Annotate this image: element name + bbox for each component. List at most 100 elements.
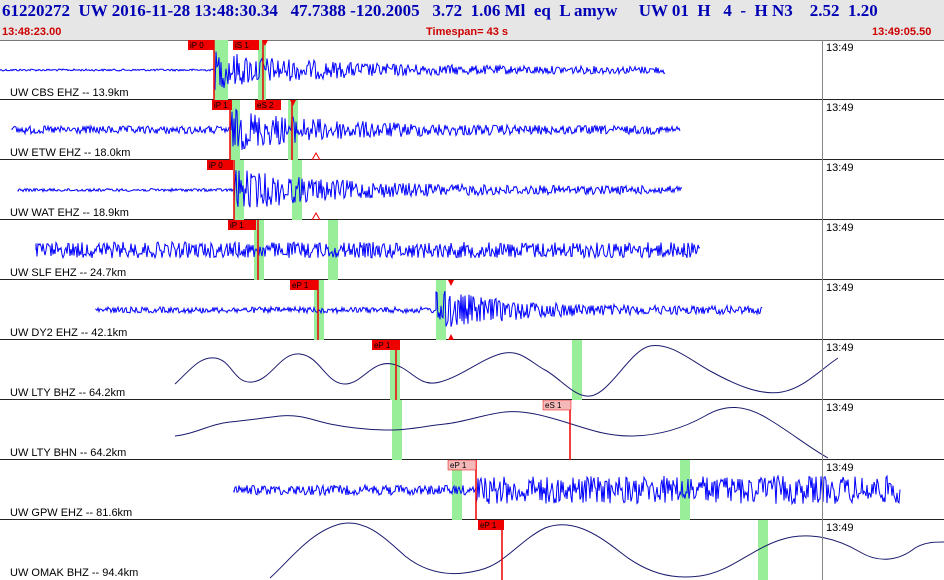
station-label: UW CBS EHZ -- 13.9km [10,87,129,99]
time-tick [822,340,823,400]
minute-label: 13:49 [826,342,854,354]
pick-window [328,220,338,280]
waveform-trace [11,124,231,136]
pick-marker [448,280,454,286]
trace-panel[interactable]: iP 0 iS 1 13:49 UW CBS EHZ -- 13.9km [0,40,944,100]
pick-label: iP 0 [190,41,204,50]
pick-flag [188,40,214,50]
waveform-canvas[interactable]: eP 1 [0,520,944,580]
pick-window [680,460,690,520]
time-tick [822,220,823,280]
pick-window [258,40,266,100]
time-tick [822,280,823,340]
pick-window [390,340,400,400]
time-tick [822,160,823,220]
trace-panel[interactable]: eP 1 13:49 UW LTY BHZ -- 64.2km [0,340,944,400]
waveform-trace [269,522,944,579]
waveform-trace [174,406,829,459]
trace-panel[interactable]: eP 1 13:49 UW GPW EHZ -- 81.6km [0,460,944,520]
pick-label: eP 1 [450,461,467,470]
waveform-canvas[interactable]: eP 1 [0,280,944,340]
minute-label: 13:49 [826,462,854,474]
pick-label: eP 1 [374,341,391,350]
pick-window [758,520,768,580]
waveform-trace [0,68,214,72]
waveform-canvas[interactable]: eP 1 [0,340,944,400]
pick-flag [447,460,477,471]
pick-flag [207,160,233,170]
pick-flag [228,220,256,230]
pick-window [288,100,298,160]
minute-label: 13:49 [826,42,854,54]
event-summary: 61220272 UW 2016-11-28 13:48:30.34 47.73… [2,1,878,20]
pick-label: eP 1 [292,281,309,290]
trace-panel[interactable]: eP 1 13:49 UW DY2 EHZ -- 42.1km [0,280,944,340]
pick-marker [262,40,268,46]
time-tick [822,100,823,160]
pick-window [254,220,264,280]
pick-window [292,160,302,220]
event-header: 61220272 UW 2016-11-28 13:48:30.34 47.73… [0,0,944,41]
waveform-canvas[interactable]: iP 0 [0,160,944,220]
waveform-trace [174,344,839,397]
pick-flag [233,40,259,50]
waveform-canvas[interactable]: iP 1 eS 2 [0,100,944,160]
pick-window [234,160,244,220]
waveform-canvas[interactable]: eS 1 [0,400,944,460]
time-tick [822,400,823,460]
waveform-canvas[interactable]: iP 1 [0,220,944,280]
pick-flag [290,280,318,290]
waveform-canvas[interactable]: eP 1 [0,460,944,520]
pick-window [452,460,462,520]
pick-marker [311,151,321,160]
pick-marker [311,211,321,220]
minute-label: 13:49 [826,162,854,174]
minute-label: 13:49 [826,102,854,114]
window-start-time: 13:48:23.00 [2,26,62,38]
station-label: UW OMAK BHZ -- 94.4km [10,567,139,579]
waveform-canvas[interactable]: iP 0 iS 1 [0,40,944,100]
station-label: UW SLF EHZ -- 24.7km [10,267,127,279]
trace-panel[interactable]: eS 1 13:49 UW LTY BHN -- 64.2km [0,400,944,460]
station-label: UW ETW EHZ -- 18.0km [10,147,131,159]
minute-label: 13:49 [826,282,854,294]
trace-panel[interactable]: eP 1 13:49 UW OMAK BHZ -- 94.4km [0,520,944,580]
pick-flag [372,340,400,350]
waveform-trace [435,290,763,327]
time-tick [822,520,823,580]
station-label: UW GPW EHZ -- 81.6km [10,507,133,519]
timespan-label: Timespan= 43 s [426,26,509,38]
time-tick [822,460,823,520]
trace-panel[interactable]: iP 1 eS 2 13:49 UW ETW EHZ -- 18.0km [0,100,944,160]
waveform-trace [17,187,235,193]
pick-label: iP 0 [209,161,223,170]
pick-window [572,340,582,400]
trace-panel[interactable]: iP 0 13:49 UW WAT EHZ -- 18.9km [0,160,944,220]
pick-flag [212,100,232,110]
pick-marker [290,100,296,106]
seismogram-panels[interactable]: iP 0 iS 1 13:49 UW CBS EHZ -- 13.9km iP … [0,40,944,580]
waveform-trace [35,240,701,260]
pick-flag [478,520,504,530]
window-end-time: 13:49:05.50 [872,26,932,38]
pick-marker [448,334,454,340]
pick-label: eS 2 [257,101,274,110]
pick-label: eS 1 [545,401,562,410]
minute-label: 13:49 [826,222,854,234]
time-tick [822,40,823,100]
waveform-trace [233,170,683,208]
minute-label: 13:49 [826,522,854,534]
station-label: UW LTY BHZ -- 64.2km [10,387,126,399]
pick-flag [255,100,281,110]
pick-flag [542,400,572,411]
station-label: UW WAT EHZ -- 18.9km [10,207,129,219]
pick-label: eP 1 [480,521,497,530]
waveform-trace [95,305,437,315]
waveform-trace [213,51,666,91]
pick-label: iS 1 [235,41,249,50]
minute-label: 13:49 [826,402,854,414]
station-label: UW DY2 EHZ -- 42.1km [10,327,128,339]
pick-label: iP 1 [230,221,244,230]
trace-panel[interactable]: iP 1 13:49 UW SLF EHZ -- 24.7km [0,220,944,280]
station-label: UW LTY BHN -- 64.2km [10,447,127,459]
